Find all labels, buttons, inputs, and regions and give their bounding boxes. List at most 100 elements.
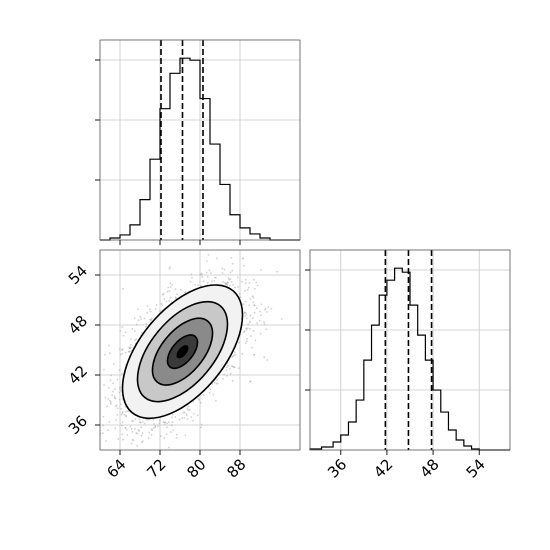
scatter-point: [138, 429, 141, 432]
scatter-point: [113, 395, 116, 398]
scatter-point: [120, 413, 123, 416]
scatter-point: [166, 426, 169, 429]
scatter-point: [174, 288, 177, 290]
scatter-point: [121, 352, 123, 355]
scatter-point: [214, 400, 217, 402]
scatter-point: [260, 269, 263, 271]
scatter-point: [122, 411, 124, 413]
scatter-point: [105, 440, 107, 442]
scatter-point: [233, 354, 236, 357]
scatter-point: [244, 282, 247, 284]
scatter-point: [242, 257, 245, 259]
scatter-point: [225, 369, 228, 371]
scatter-point: [244, 314, 247, 317]
scatter-point: [128, 346, 131, 349]
scatter-point: [242, 303, 245, 305]
scatter-point: [131, 430, 134, 433]
scatter-point: [205, 271, 208, 274]
scatter-point: [126, 434, 129, 436]
scatter-point: [230, 257, 233, 259]
scatter-point: [234, 286, 236, 289]
scatter-point: [167, 286, 170, 289]
scatter-point: [266, 311, 268, 313]
scatter-point: [137, 319, 140, 322]
scatter-point: [252, 296, 255, 299]
scatter-point: [221, 272, 224, 274]
scatter-point: [121, 372, 124, 375]
scatter-point: [199, 273, 202, 276]
scatter-point: [253, 304, 256, 307]
scatter-point: [139, 421, 142, 423]
scatter-point: [152, 427, 155, 429]
scatter-point: [200, 426, 202, 429]
scatter-point: [216, 382, 219, 385]
y-tick-label-3: 54: [65, 262, 91, 288]
scatter-point: [141, 454, 143, 456]
scatter-point: [167, 421, 170, 423]
scatter-point: [171, 413, 174, 416]
scatter-point: [150, 319, 153, 322]
scatter-point: [209, 388, 212, 391]
scatter-point: [129, 425, 132, 428]
scatter-point: [245, 329, 248, 331]
scatter-point: [133, 317, 136, 320]
scatter-point: [135, 338, 138, 341]
scatter-point: [243, 330, 246, 333]
scatter-point: [252, 329, 255, 332]
scatter-point: [125, 415, 127, 418]
scatter-point: [115, 404, 118, 407]
scatter-point: [119, 386, 121, 389]
scatter-point: [112, 363, 115, 365]
scatter-point: [256, 284, 259, 287]
scatter-point: [241, 352, 244, 355]
scatter-point: [109, 401, 112, 404]
scatter-point: [151, 317, 153, 320]
scatter-point: [119, 387, 121, 390]
scatter-point: [198, 399, 201, 401]
scatter-point: [131, 438, 134, 441]
scatter-point: [245, 340, 248, 343]
scatter-point: [107, 429, 109, 431]
scatter-point: [212, 393, 215, 396]
scatter-point: [121, 433, 124, 435]
scatter-point: [187, 405, 190, 408]
scatter-point: [145, 323, 148, 325]
scatter-point: [190, 273, 193, 276]
scatter-point: [108, 421, 111, 423]
scatter-point: [245, 317, 248, 320]
scatter-point: [141, 331, 143, 334]
scatter-point: [141, 441, 143, 444]
scatter-point: [187, 409, 190, 412]
scatter-point: [245, 327, 248, 330]
scatter-point: [109, 379, 112, 381]
scatter-point: [215, 382, 218, 385]
scatter-point: [119, 348, 121, 350]
scatter-point: [252, 317, 254, 319]
scatter-point: [128, 347, 131, 350]
scatter-point: [233, 366, 235, 368]
scatter-point: [263, 321, 265, 324]
scatter-point: [140, 434, 143, 437]
scatter-point: [179, 288, 182, 291]
scatter-point: [155, 304, 158, 306]
scatter-point: [248, 304, 251, 307]
scatter-point: [206, 281, 209, 284]
scatter-point: [160, 302, 163, 305]
scatter-point: [207, 253, 210, 256]
scatter-point: [243, 312, 246, 314]
scatter-point: [125, 428, 128, 431]
scatter-point: [241, 258, 244, 260]
scatter-point: [112, 382, 114, 385]
scatter-point: [112, 390, 114, 393]
scatter-point: [243, 311, 246, 314]
scatter-point: [229, 278, 232, 280]
scatter-point: [163, 423, 166, 425]
scatter-point: [192, 419, 195, 422]
scatter-point: [163, 421, 166, 424]
scatter-point: [200, 272, 203, 275]
scatter-point: [249, 298, 252, 300]
y-tick-label-1: 42: [65, 362, 91, 388]
scatter-point: [208, 269, 211, 272]
scatter-point: [114, 397, 117, 400]
scatter-point: [154, 425, 157, 427]
